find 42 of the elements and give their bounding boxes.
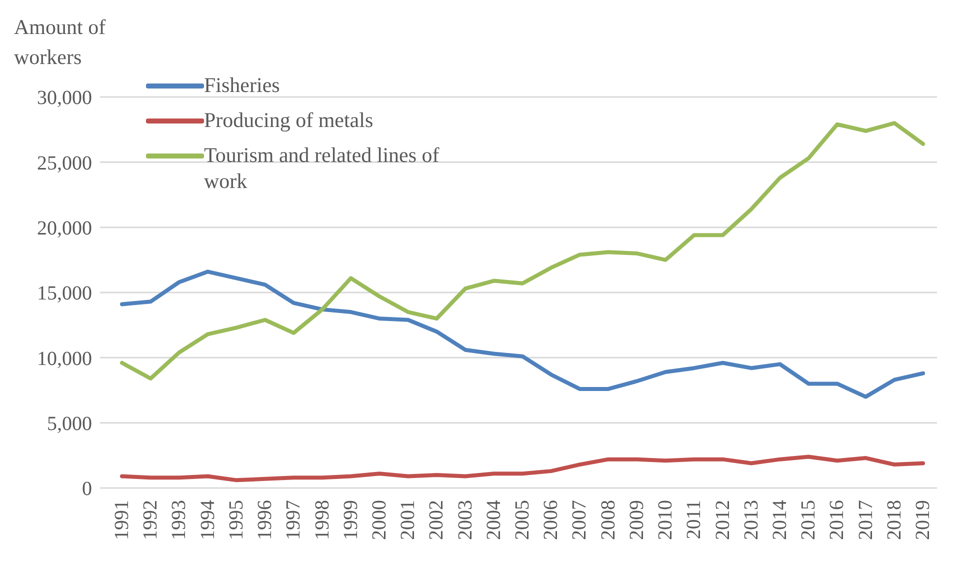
x-tick-label: 1998: [311, 500, 334, 540]
x-tick-label: 2001: [397, 500, 420, 540]
y-tick-label: 0: [82, 478, 92, 500]
legend-label: Fisheries: [204, 72, 280, 98]
x-tick-label: 2009: [626, 500, 648, 540]
x-tick-label: 2011: [683, 500, 706, 540]
x-tick-label: 2012: [712, 500, 734, 540]
y-tick-label: 5,000: [47, 412, 92, 435]
x-tick-label: 2004: [482, 500, 505, 540]
x-tick-label: 2008: [597, 500, 620, 540]
x-tick-label: 2005: [512, 500, 534, 540]
x-tick-label: 1993: [168, 500, 190, 540]
x-tick-label: 1994: [196, 500, 219, 540]
line-series: [120, 454, 925, 482]
x-tick-label: 1999: [340, 500, 362, 540]
x-tick-label: 2000: [368, 500, 390, 540]
x-tick-label: 2018: [883, 500, 906, 540]
y-tick-label: 30,000: [37, 87, 92, 110]
x-tick-label: 2017: [854, 500, 877, 540]
x-tick-label: 2019: [912, 500, 934, 540]
x-tick-label: 2007: [568, 500, 591, 540]
x-tick-label: 2006: [540, 500, 562, 540]
x-tick-label: 1996: [254, 500, 276, 540]
y-axis-title: Amount of workers: [14, 14, 107, 71]
y-tick-label: 15,000: [37, 282, 92, 305]
x-tick-label: 1997: [282, 500, 305, 540]
x-tick-label: 2002: [426, 500, 448, 540]
x-tick-label: 2014: [768, 500, 791, 540]
x-tick-label: 2016: [826, 500, 848, 540]
x-tick-label: 2013: [740, 500, 762, 540]
legend-label: Tourism and related lines of work: [204, 142, 440, 194]
x-tick-label: 1995: [225, 500, 248, 540]
y-tick-label: 10,000: [37, 348, 92, 370]
x-tick-label: 2010: [654, 500, 677, 540]
legend-label: Producing of metals: [204, 107, 374, 133]
x-tick-label: 2003: [454, 500, 476, 540]
y-tick-label: 25,000: [37, 152, 92, 174]
x-tick-label: 2015: [798, 500, 820, 540]
x-tick-label: 1992: [140, 500, 162, 540]
line-series: [120, 270, 925, 399]
y-tick-label: 20,000: [37, 217, 92, 240]
x-tick-label: 1991: [111, 500, 133, 540]
